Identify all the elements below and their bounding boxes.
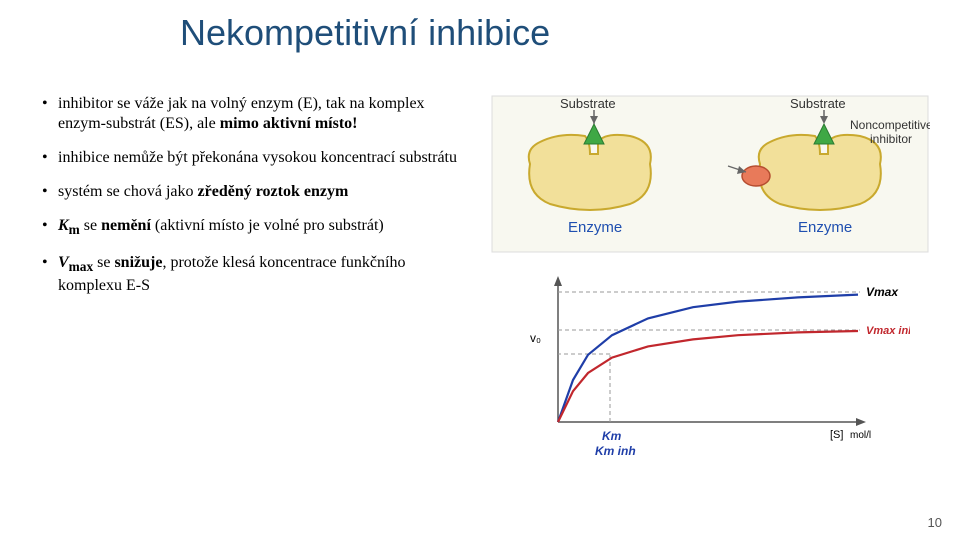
bullet-4-mid: se bbox=[80, 217, 101, 234]
bullet-2: inhibice nemůže být překonána vysokou ko… bbox=[40, 148, 470, 168]
bullet-5: Vmax se snižuje, protože klesá koncentra… bbox=[40, 253, 470, 296]
kinetics-chart: v₀ Vmax Vmax inh Km Km inh [S] mol/l bbox=[510, 262, 910, 462]
bullet-2-text: inhibice nemůže být překonána vysokou ko… bbox=[58, 149, 457, 166]
enzyme-right-label: Enzyme bbox=[798, 219, 852, 236]
enzyme-diagram: Substrate Enzyme Substrate Noncompetitiv… bbox=[490, 94, 930, 254]
y-axis-label: v₀ bbox=[530, 331, 541, 345]
substrate-left-label: Substrate bbox=[560, 96, 616, 111]
bullet-1-bold: mimo aktivní místo! bbox=[220, 115, 358, 132]
substrate-right-label: Substrate bbox=[790, 96, 846, 111]
content-row: inhibitor se váže jak na volný enzym (E)… bbox=[0, 54, 960, 462]
bullet-3: systém se chová jako zředěný roztok enzy… bbox=[40, 182, 470, 202]
vmax-label: Vmax bbox=[866, 285, 899, 299]
bullet-4: Km se nemění (aktivní místo je volné pro… bbox=[40, 216, 470, 239]
bullet-5-v: V bbox=[58, 254, 69, 271]
vmax-inh-label: Vmax inh bbox=[866, 325, 910, 337]
x-axis-label: [S] bbox=[830, 429, 843, 441]
inhibitor-label-2: inhibitor bbox=[870, 132, 912, 146]
enzyme-left-label: Enzyme bbox=[568, 219, 622, 236]
bullet-3-bold: zředěný roztok enzym bbox=[198, 183, 349, 200]
figures-column: Substrate Enzyme Substrate Noncompetitiv… bbox=[470, 94, 940, 462]
bullet-1: inhibitor se váže jak na volný enzym (E)… bbox=[40, 94, 470, 134]
km-inh-label: Km inh bbox=[595, 444, 636, 458]
bullet-4-bold: nemění bbox=[101, 217, 151, 234]
x-axis-unit: mol/l bbox=[850, 430, 871, 441]
bullet-4-k: K bbox=[58, 217, 69, 234]
bullet-5-mid: se bbox=[93, 254, 114, 271]
bullet-5-bold: snižuje bbox=[114, 254, 162, 271]
bullet-4-ksub: m bbox=[69, 222, 80, 237]
bullet-4-post: (aktivní místo je volné pro substrát) bbox=[151, 217, 384, 234]
km-label: Km bbox=[602, 429, 622, 443]
bullet-5-vsub: max bbox=[69, 259, 93, 274]
bullet-3-pre: systém se chová jako bbox=[58, 183, 198, 200]
slide-title: Nekompetitivní inhibice bbox=[0, 0, 960, 54]
page-number: 10 bbox=[928, 515, 942, 530]
bullet-list: inhibitor se váže jak na volný enzym (E)… bbox=[40, 94, 470, 462]
inhibitor-label-1: Noncompetitive bbox=[850, 118, 930, 132]
